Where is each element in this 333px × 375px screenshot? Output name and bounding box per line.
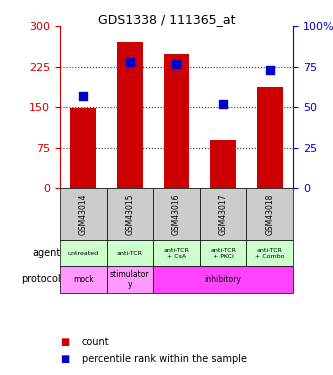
Text: GSM43015: GSM43015	[125, 194, 135, 235]
FancyBboxPatch shape	[60, 267, 107, 292]
Text: count: count	[82, 337, 109, 347]
Bar	[210, 140, 236, 188]
FancyBboxPatch shape	[60, 240, 107, 267]
Point	[220, 101, 226, 107]
FancyBboxPatch shape	[107, 188, 153, 240]
Text: GSM43014: GSM43014	[79, 194, 88, 235]
Bar	[257, 87, 282, 188]
Text: anti-TCR
+ PKCi: anti-TCR + PKCi	[210, 248, 236, 259]
Text: ■: ■	[60, 354, 69, 364]
Text: anti-TCR
+ CsA: anti-TCR + CsA	[164, 248, 189, 259]
Text: GDS1338 / 111365_at: GDS1338 / 111365_at	[98, 13, 235, 26]
Point	[81, 93, 86, 99]
Text: GSM43016: GSM43016	[172, 194, 181, 235]
Point	[267, 67, 272, 73]
FancyBboxPatch shape	[246, 240, 293, 267]
FancyBboxPatch shape	[60, 188, 107, 240]
Text: anti-TCR: anti-TCR	[117, 251, 143, 256]
FancyBboxPatch shape	[153, 240, 200, 267]
Text: GSM43018: GSM43018	[265, 194, 274, 235]
Text: stimulator
y: stimulator y	[110, 270, 150, 289]
FancyBboxPatch shape	[200, 240, 246, 267]
FancyBboxPatch shape	[246, 188, 293, 240]
FancyBboxPatch shape	[153, 267, 293, 292]
Text: protocol: protocol	[21, 274, 61, 285]
FancyBboxPatch shape	[107, 240, 153, 267]
Text: percentile rank within the sample: percentile rank within the sample	[82, 354, 246, 364]
Point	[127, 59, 133, 65]
Bar	[117, 42, 143, 188]
Text: untreated: untreated	[68, 251, 99, 256]
Text: anti-TCR
+ Combo: anti-TCR + Combo	[255, 248, 284, 259]
Text: GSM43017: GSM43017	[218, 194, 228, 235]
Text: mock: mock	[73, 275, 94, 284]
Point	[174, 60, 179, 66]
Bar	[71, 108, 96, 188]
Text: inhibitory: inhibitory	[205, 275, 241, 284]
Text: agent: agent	[33, 248, 61, 258]
FancyBboxPatch shape	[107, 267, 153, 292]
Text: ■: ■	[60, 337, 69, 347]
FancyBboxPatch shape	[200, 188, 246, 240]
FancyBboxPatch shape	[153, 188, 200, 240]
Bar	[164, 54, 189, 188]
